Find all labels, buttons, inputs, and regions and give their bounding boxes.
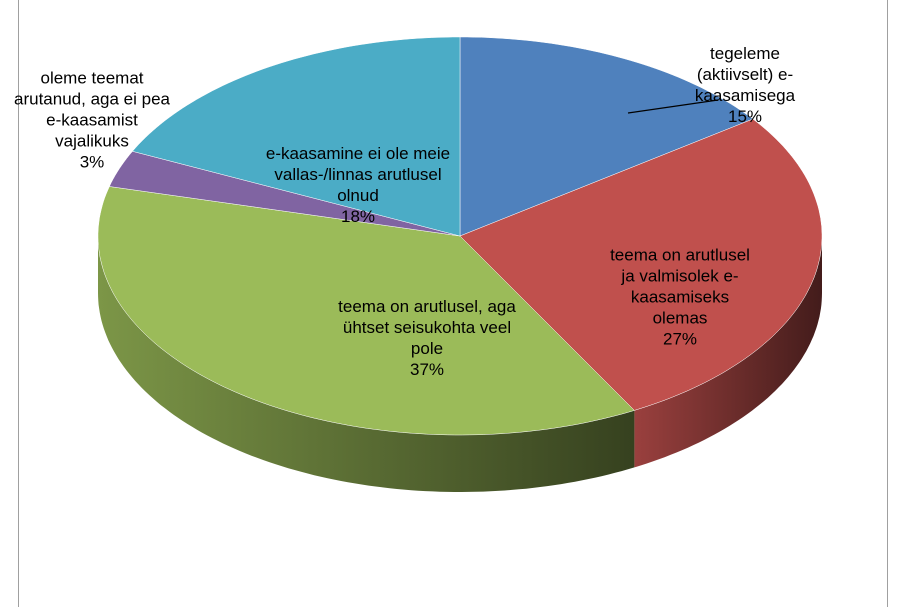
leader-line bbox=[627, 99, 719, 114]
chart-frame bbox=[18, 0, 888, 607]
value-label: 37% bbox=[409, 360, 445, 379]
value-label: 27% bbox=[662, 329, 698, 349]
value-label: 18% bbox=[340, 207, 376, 226]
slice bbox=[97, 186, 635, 436]
category-label: teema on arutlusel ja valmisolek e-kaasa… bbox=[610, 245, 750, 328]
data-label: teema on arutlusel, aga ühtset seisukoht… bbox=[332, 296, 522, 380]
slice bbox=[109, 151, 461, 237]
slice-side bbox=[98, 236, 635, 492]
data-label: oleme teemat arutanud, aga ei pea e-kaas… bbox=[12, 68, 172, 173]
value-label: 15% bbox=[727, 107, 763, 126]
slice bbox=[132, 36, 461, 237]
slice-side bbox=[634, 236, 822, 468]
category-label: tegeleme (aktiivselt) e-kaasamisega bbox=[694, 44, 796, 105]
data-label: tegeleme (aktiivselt) e-kaasamisega 15% bbox=[675, 43, 815, 127]
data-label: e-kaasamine ei ole meie vallas-/linnas a… bbox=[263, 143, 453, 227]
slice bbox=[459, 36, 754, 237]
category-label: e-kaasamine ei ole meie vallas-/linnas a… bbox=[265, 144, 451, 205]
value-label: 3% bbox=[79, 152, 105, 172]
data-label: teema on arutlusel ja valmisolek e-kaasa… bbox=[605, 245, 755, 350]
category-label: teema on arutlusel, aga ühtset seisukoht… bbox=[338, 297, 516, 358]
slice bbox=[459, 118, 823, 411]
category-label: oleme teemat arutanud, aga ei pea e-kaas… bbox=[14, 68, 170, 151]
